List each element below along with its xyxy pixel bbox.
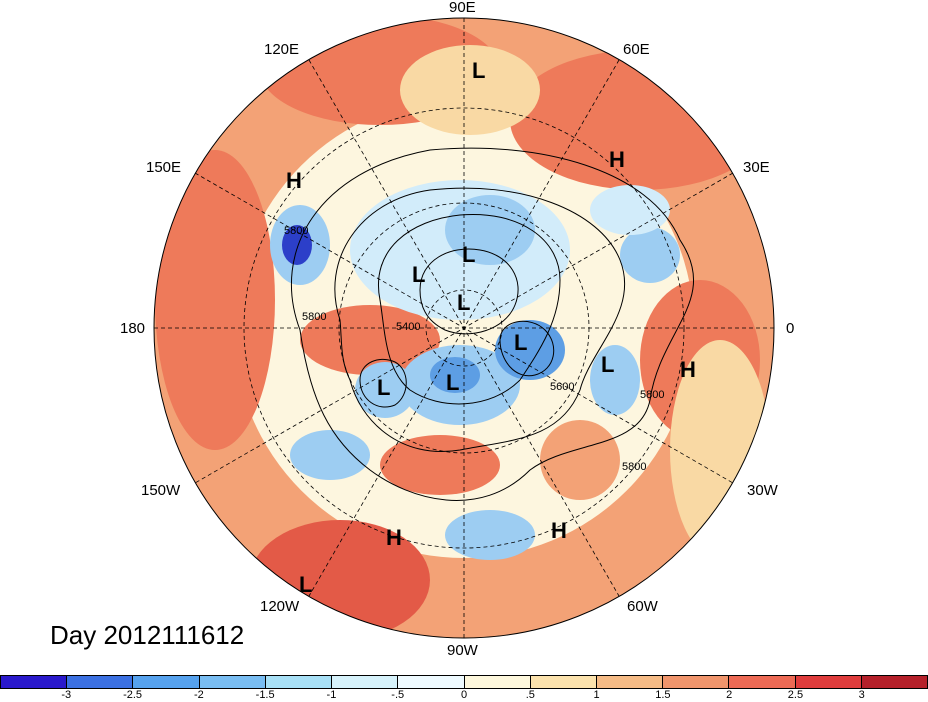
warm-patch-northeast: [510, 50, 770, 190]
pressure-marker: L: [412, 262, 425, 287]
colorbar-cell: [265, 676, 333, 688]
pressure-marker: H: [680, 357, 696, 382]
pressure-marker: L: [462, 242, 475, 267]
lon-label-120e: 120E: [264, 41, 300, 58]
colorbar-tick-label: -3: [61, 689, 72, 701]
colorbar-cell: [1, 676, 68, 688]
meridian-150-30: [194, 172, 734, 484]
cool-patch-europe: [620, 227, 680, 283]
lon-label-180: 180: [120, 320, 146, 337]
lon-label-150w: 150W: [141, 482, 181, 499]
contour-label: 5800: [622, 461, 646, 473]
contour-greenland-low: [499, 320, 555, 377]
colorbar-cell: [464, 676, 531, 688]
light-warm-patch-atlantic: [540, 420, 620, 500]
colorbar-cell: [729, 676, 796, 688]
cool-patch-atlantic: [590, 345, 640, 415]
colorbar-tick-label: -.5: [391, 689, 405, 701]
pressure-marker: L: [514, 330, 527, 355]
cool-patch-alaska: [355, 362, 415, 418]
colorbar-cells: [0, 675, 928, 689]
lon-label-120w: 120W: [260, 598, 300, 615]
cool-patch-npacific: [290, 430, 370, 480]
contour-label: 5800: [302, 311, 326, 323]
height-contours: [291, 147, 695, 501]
latitude-ring-outer: [243, 107, 685, 549]
polar-map: L H L L L L L L L L H H H L H 5800 5800 …: [153, 17, 775, 639]
cool-patch-siberia: [445, 195, 535, 265]
colorbar-tick-label: -1.5: [255, 689, 275, 701]
contour-label: 5800: [284, 225, 308, 237]
contour-label: 5600: [550, 381, 574, 393]
pressure-marker: H: [609, 147, 625, 172]
graticule: [154, 18, 774, 638]
contour-5400: [378, 213, 561, 405]
cool-patch-greenland: [495, 320, 565, 380]
colorbar-cell: [67, 676, 134, 688]
light-warm-patch-north: [400, 45, 540, 135]
lon-label-90w: 90W: [447, 642, 478, 659]
colorbar-tick-label: -2.5: [123, 689, 143, 701]
colorbar-tick-label: -2: [193, 689, 204, 701]
pressure-markers: L H L L L L L L L L H H H L H: [286, 58, 696, 597]
contour-inner: [419, 248, 519, 335]
lon-label-0: 0: [786, 320, 795, 337]
pressure-marker: L: [472, 58, 485, 83]
contour-5800: [291, 147, 695, 501]
lon-label-60w: 60W: [627, 598, 658, 615]
colorbar-cell: [332, 676, 399, 688]
pressure-marker: L: [446, 370, 459, 395]
colorbar-tick-label: .5: [525, 689, 535, 701]
colorbar-cell: [199, 676, 266, 688]
cool-patch-eurasia: [590, 185, 670, 235]
contour-labels: 5800 5800 5400 5600 5800 5800: [284, 225, 664, 473]
map-boundary: [153, 17, 775, 639]
warm-patch-west: [155, 150, 275, 450]
colorbar-cell: [663, 676, 730, 688]
colorbar-cell: [596, 676, 664, 688]
pressure-marker: L: [299, 572, 312, 597]
colorbar: -3 -2.5 -2 -1.5 -1 -.5 0 .5 1 1.5 2 2.5 3: [0, 675, 928, 702]
lon-label-150e: 150E: [146, 159, 182, 176]
colorbar-tick-label: 2: [726, 689, 733, 701]
lon-label-90e: 90E: [449, 0, 476, 16]
pressure-marker: L: [457, 290, 470, 315]
cool-core-pacific: [282, 225, 312, 265]
lon-label-30e: 30E: [743, 159, 770, 176]
warm-patch-north-america: [380, 435, 500, 495]
pressure-marker: H: [386, 525, 402, 550]
contour-5600: [334, 187, 626, 452]
pressure-marker: H: [551, 518, 567, 543]
colorbar-cell: [795, 676, 862, 688]
day-label: Day 2012111612: [50, 620, 245, 650]
pressure-marker: L: [601, 352, 614, 377]
contour-label: 5400: [396, 321, 420, 333]
cool-patch-caribbean: [445, 510, 535, 560]
colorbar-cell: [398, 676, 465, 688]
colorbar-cell: [861, 676, 928, 688]
pressure-marker: L: [377, 375, 390, 400]
latitude-ring-inner: [425, 289, 503, 367]
contour-label: 5800: [640, 389, 664, 401]
contour-alaska-low: [359, 358, 407, 408]
warm-patch-southwest: [250, 520, 430, 638]
colorbar-tick-label: 1: [593, 689, 600, 701]
lon-label-30w: 30W: [747, 482, 778, 499]
colorbar-tick-label: -1: [326, 689, 337, 701]
colorbar-tick-label: 0: [460, 689, 468, 701]
pressure-marker: H: [286, 168, 302, 193]
colorbar-tick-label: 2.5: [787, 689, 804, 701]
colorbar-tick-label: 3: [858, 689, 865, 701]
colorbar-tick-label: 1.5: [655, 689, 671, 701]
warm-patch-center-west: [300, 305, 440, 375]
colorbar-cell: [133, 676, 200, 688]
lon-label-60e: 60E: [623, 41, 650, 58]
colorbar-cell: [530, 676, 597, 688]
